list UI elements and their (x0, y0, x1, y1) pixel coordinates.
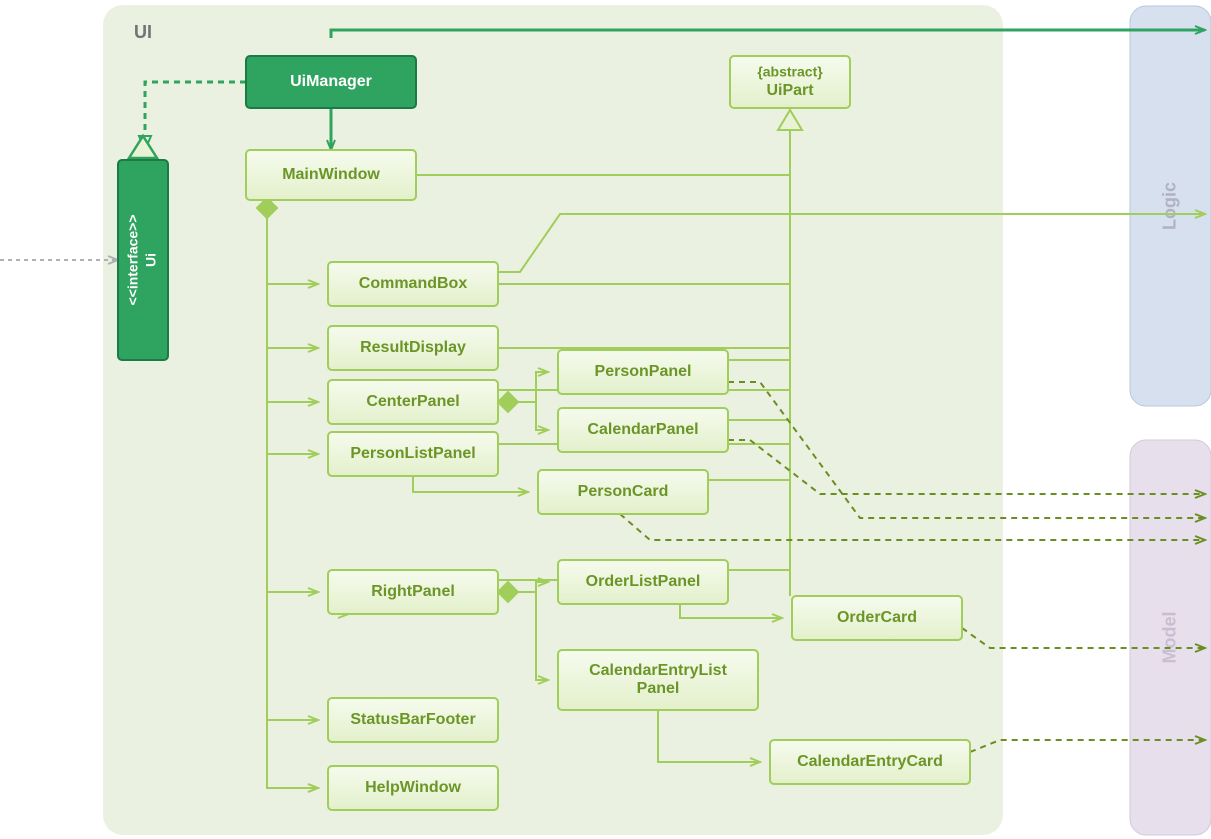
node-calendar_panel: CalendarPanel (558, 408, 728, 452)
node-status_bar: StatusBarFooter (328, 698, 498, 742)
node-person_card: PersonCard (538, 470, 708, 514)
logic-package-label: Logic (1159, 182, 1179, 230)
node-order_card-line0: OrderCard (837, 609, 917, 626)
node-help_window-line0: HelpWindow (365, 779, 461, 796)
ui-package-label: UI (134, 22, 152, 42)
node-right_panel: RightPanel (328, 570, 498, 614)
node-calendar_entry_list_panel-line0: CalendarEntryList (589, 662, 727, 679)
node-center_panel: CenterPanel (328, 380, 498, 424)
node-result_display: ResultDisplay (328, 326, 498, 370)
node-main_window-line0: MainWindow (282, 166, 380, 183)
node-person_list_panel-line0: PersonListPanel (350, 445, 475, 462)
node-status_bar-line0: StatusBarFooter (350, 711, 475, 728)
node-main_window: MainWindow (246, 150, 416, 200)
node-calendar_entry_card-line0: CalendarEntryCard (797, 753, 943, 770)
node-order_card: OrderCard (792, 596, 962, 640)
node-calendar_panel-line0: CalendarPanel (587, 421, 698, 438)
node-ui_part: {abstract} UiPart (730, 56, 850, 108)
node-help_window: HelpWindow (328, 766, 498, 810)
node-order_list_panel: OrderListPanel (558, 560, 728, 604)
ui-package (103, 5, 1003, 835)
node-result_display-line0: ResultDisplay (360, 339, 466, 356)
node-order_list_panel-line0: OrderListPanel (586, 573, 701, 590)
node-ui_part-line1: UiPart (766, 82, 814, 99)
node-calendar_entry_card: CalendarEntryCard (770, 740, 970, 784)
node-ui_interface: <<interface>>Ui (118, 160, 168, 360)
node-person_card-line0: PersonCard (578, 483, 669, 500)
node-person_list_panel: PersonListPanel (328, 432, 498, 476)
model-package-label: Model (1159, 612, 1179, 664)
node-ui_manager-line0: UiManager (290, 73, 372, 90)
node-ui_part-line0: {abstract} (757, 64, 823, 80)
node-ui_interface-line1: Ui (143, 253, 159, 267)
node-person_panel-line0: PersonPanel (595, 363, 692, 380)
node-ui_manager: UiManager (246, 56, 416, 108)
node-right_panel-line0: RightPanel (371, 583, 455, 600)
node-command_box-line0: CommandBox (359, 275, 468, 292)
uml-class-diagram: UI Logic Model <<interface>>Ui UiManager {abs… (0, 0, 1211, 839)
node-ui_interface-line0: <<interface>> (125, 214, 141, 305)
node-command_box: CommandBox (328, 262, 498, 306)
node-calendar_entry_list_panel: CalendarEntryListPanel (558, 650, 758, 710)
node-person_panel: PersonPanel (558, 350, 728, 394)
node-calendar_entry_list_panel-line1: Panel (637, 680, 680, 697)
node-center_panel-line0: CenterPanel (366, 393, 459, 410)
